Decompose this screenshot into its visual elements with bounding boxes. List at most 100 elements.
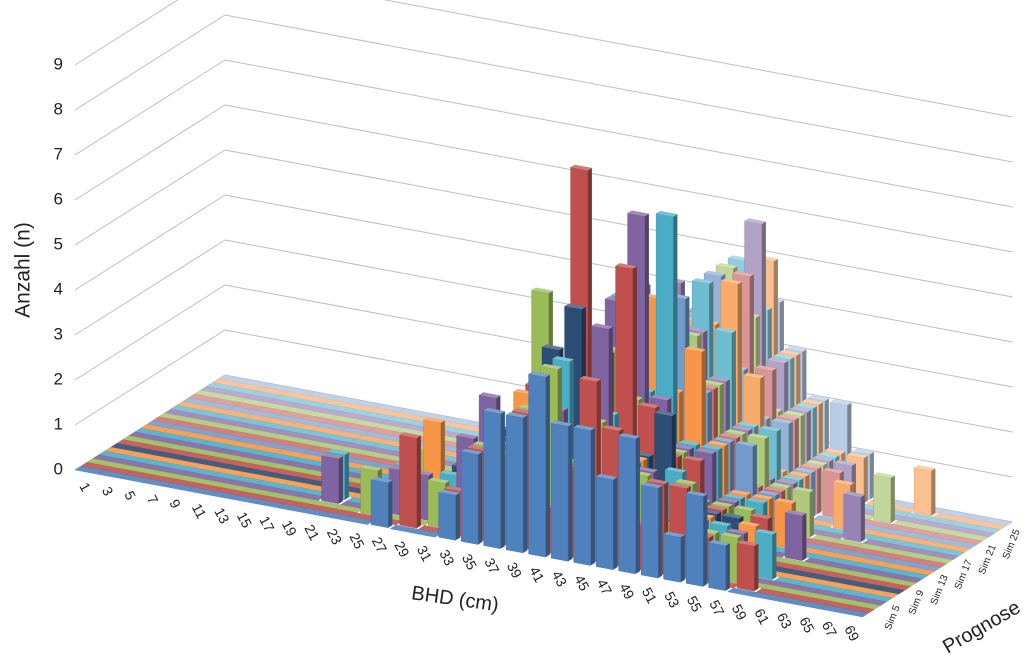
grid-line bbox=[74, 284, 226, 381]
bar bbox=[839, 608, 869, 618]
bar-top bbox=[747, 433, 769, 440]
z-tick-label: Sim 25 bbox=[1001, 527, 1023, 560]
bar-top bbox=[552, 356, 574, 362]
bar-top bbox=[852, 448, 874, 455]
grid-line bbox=[382, 0, 1013, 118]
bar-front bbox=[618, 435, 636, 575]
bar-side bbox=[388, 480, 393, 528]
bar-top bbox=[716, 262, 738, 269]
bar-top bbox=[596, 473, 618, 480]
bar-top bbox=[705, 504, 727, 511]
x-axis-title: BHD (cm) bbox=[410, 582, 500, 616]
bar-top bbox=[327, 449, 349, 455]
bar-top bbox=[776, 478, 798, 485]
bar-front bbox=[595, 476, 614, 570]
bar bbox=[843, 491, 865, 543]
bar-top bbox=[720, 278, 742, 285]
x-tick-label: 3 bbox=[99, 484, 117, 499]
x-tick-label: 29 bbox=[391, 539, 413, 560]
x-tick-label: 31 bbox=[414, 543, 436, 564]
bar-front bbox=[438, 491, 456, 541]
bar-top bbox=[531, 287, 553, 294]
y-tick-label: 7 bbox=[54, 144, 63, 163]
bar-front bbox=[399, 434, 417, 529]
bar-top bbox=[717, 497, 739, 504]
bar-top bbox=[701, 444, 723, 451]
bar-top bbox=[360, 465, 382, 471]
bar-top bbox=[723, 493, 745, 500]
bars bbox=[74, 164, 1013, 618]
bar-side bbox=[869, 451, 874, 500]
bar bbox=[640, 482, 663, 579]
bar-top bbox=[720, 532, 742, 539]
bar-side bbox=[523, 415, 528, 553]
bar-top bbox=[707, 440, 729, 447]
bar-top bbox=[783, 410, 805, 417]
bar-top bbox=[767, 357, 789, 364]
bar-top bbox=[750, 513, 772, 520]
bar-side bbox=[658, 485, 663, 579]
bar-front bbox=[460, 451, 479, 545]
bar-top bbox=[764, 486, 786, 493]
bar-front bbox=[708, 542, 726, 591]
bar-top bbox=[456, 433, 478, 439]
bar-top bbox=[579, 375, 601, 382]
bar-top bbox=[641, 482, 663, 489]
bar-top bbox=[795, 402, 817, 409]
z-tick-label: Sim 17 bbox=[953, 558, 975, 591]
bar-top bbox=[711, 501, 733, 507]
bar-side bbox=[809, 489, 814, 538]
bar-top bbox=[738, 520, 760, 527]
bar-top bbox=[551, 420, 573, 427]
bar-top bbox=[540, 363, 562, 370]
grid-line bbox=[224, 59, 1013, 208]
bar-top bbox=[467, 444, 489, 451]
bar bbox=[483, 407, 505, 549]
x-tick-label: 35 bbox=[459, 551, 481, 572]
x-tick-label: 51 bbox=[639, 585, 661, 606]
bar-side bbox=[478, 451, 483, 545]
bar-side bbox=[590, 427, 595, 566]
bar-top bbox=[755, 528, 777, 535]
bar-top bbox=[834, 460, 856, 466]
bar-top bbox=[719, 432, 741, 439]
x-tick-label: 27 bbox=[369, 534, 391, 555]
bar-top bbox=[692, 278, 714, 284]
bar-side bbox=[635, 436, 640, 574]
y-tick-label: 8 bbox=[54, 99, 63, 118]
bar-top bbox=[800, 463, 822, 470]
bar bbox=[595, 473, 618, 570]
x-tick-label: 61 bbox=[751, 606, 773, 627]
bar-top bbox=[650, 394, 672, 401]
bar bbox=[663, 531, 685, 583]
x-tick-label: 57 bbox=[706, 597, 728, 618]
bar-top bbox=[512, 408, 534, 415]
bar-front bbox=[573, 427, 591, 566]
bar-top bbox=[777, 414, 799, 421]
bar-top bbox=[729, 489, 751, 496]
z-tick-label: Sim 21 bbox=[977, 543, 999, 576]
bar bbox=[505, 412, 528, 554]
bar-top bbox=[564, 303, 586, 310]
y-tick-label: 1 bbox=[54, 414, 63, 433]
bar-top bbox=[824, 448, 846, 455]
bar-top bbox=[785, 509, 807, 516]
y-tick-label: 3 bbox=[54, 324, 63, 343]
bar-side bbox=[863, 455, 868, 504]
bar bbox=[528, 371, 550, 558]
bar-top bbox=[528, 371, 550, 378]
x-tick-label: 11 bbox=[189, 501, 210, 522]
bar-top bbox=[542, 344, 564, 351]
x-tick-label: 55 bbox=[684, 593, 706, 614]
x-tick-label: 19 bbox=[279, 518, 301, 539]
x-tick-label: 7 bbox=[144, 492, 162, 507]
y-tick-label: 6 bbox=[54, 189, 63, 208]
x-tick-label: 69 bbox=[841, 623, 863, 644]
z-tick-label: Sim 5 bbox=[883, 603, 903, 631]
x-tick-label: 47 bbox=[594, 576, 616, 597]
bar-side bbox=[772, 532, 777, 580]
x-tick-label: 59 bbox=[729, 602, 751, 623]
bar-front bbox=[784, 512, 803, 561]
bar-top bbox=[873, 472, 895, 479]
bar-top bbox=[444, 485, 466, 492]
